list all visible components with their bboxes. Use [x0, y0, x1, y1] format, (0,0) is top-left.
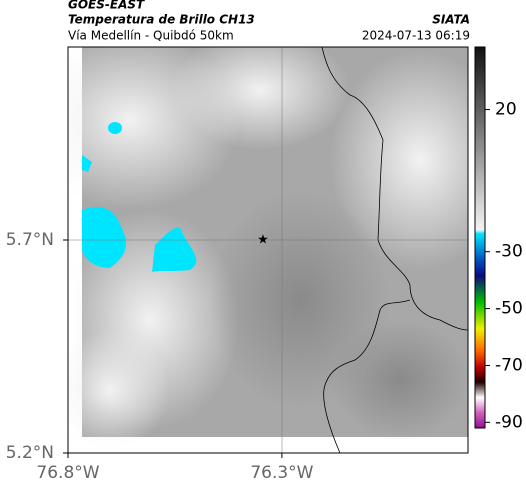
colorbar — [474, 46, 486, 429]
svg-text:★: ★ — [257, 233, 269, 248]
colorbar-tick-label: 20 — [495, 100, 517, 120]
y-tick-label: 5.2°N — [6, 443, 54, 463]
y-tick-label: 5.7°N — [6, 230, 54, 250]
colorbar-tick-label: -70 — [495, 355, 523, 375]
source: SIATA — [432, 13, 470, 27]
colorbar-tick-label: -30 — [495, 242, 523, 262]
product: GOES-EAST — [68, 0, 145, 12]
imagery: ★ — [68, 47, 468, 453]
x-tick-label: 76.8°W — [36, 463, 99, 483]
colorbar-tick-label: -50 — [495, 299, 523, 319]
x-tick-label: 76.3°W — [250, 463, 313, 483]
datetime: 2024-07-13 06:19 — [362, 29, 470, 43]
title: Temperatura de Brillo CH13 — [68, 13, 255, 27]
subtitle: Vía Medellín - Quibdó 50km — [68, 29, 234, 43]
colorbar-tick-label: -90 — [495, 412, 523, 432]
